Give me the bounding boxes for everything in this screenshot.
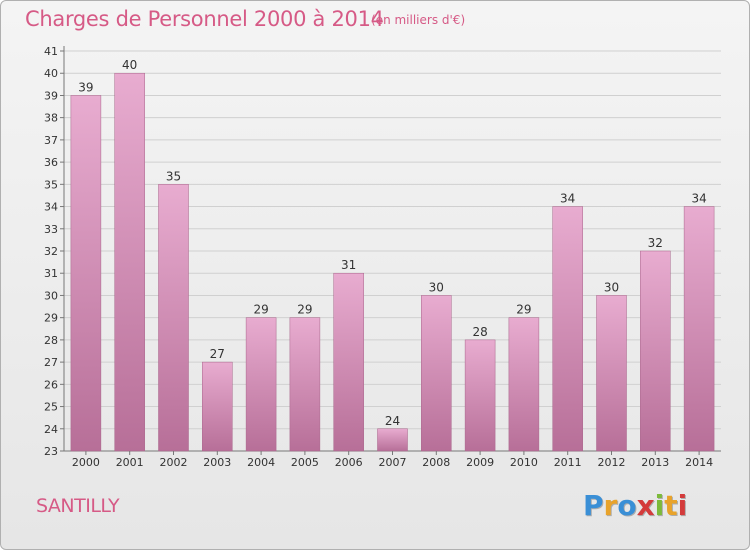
y-tick-label: 41 xyxy=(44,45,58,58)
value-labels: 39 40 35 27 29 29 31 24 30 28 29 34 30 32 34 xyxy=(78,58,706,428)
y-tick-label: 27 xyxy=(44,356,58,369)
value-label-2008: 30 xyxy=(429,280,444,294)
value-label-2009: 28 xyxy=(472,325,487,339)
value-label-2007: 24 xyxy=(385,414,400,428)
value-label-2003: 27 xyxy=(210,347,225,361)
value-label-2012: 30 xyxy=(604,280,619,294)
bar-2011 xyxy=(552,206,583,452)
bar-2012 xyxy=(596,295,627,452)
bar-2010 xyxy=(508,317,540,452)
y-tick-label: 33 xyxy=(44,223,58,236)
chart-subtitle: (en milliers d'€) xyxy=(371,13,466,27)
bar-2014 xyxy=(683,206,715,452)
y-tick-label: 26 xyxy=(44,378,58,391)
x-tick-label-2005: 2005 xyxy=(291,456,319,469)
bar-2009 xyxy=(464,339,496,452)
x-tick-label-2011: 2011 xyxy=(554,456,582,469)
y-tick-label: 37 xyxy=(44,134,58,147)
bar-2001 xyxy=(114,72,145,452)
y-tick-label: 29 xyxy=(44,312,58,325)
x-tick-label-2012: 2012 xyxy=(598,456,626,469)
x-tick-label-2014: 2014 xyxy=(685,456,713,469)
bar-2013 xyxy=(640,250,671,452)
value-label-2001: 40 xyxy=(122,58,137,72)
y-tick-label: 39 xyxy=(44,89,58,102)
bar-2003 xyxy=(202,361,233,452)
bar-2004 xyxy=(245,317,277,452)
chart-title: Charges de Personnel 2000 à 2014 xyxy=(25,7,384,31)
value-label-2000: 39 xyxy=(78,80,93,94)
value-label-2010: 29 xyxy=(516,303,531,317)
logo-letter: t xyxy=(664,489,678,522)
value-label-2014: 34 xyxy=(691,192,706,206)
logo-letter: x xyxy=(636,489,655,522)
logo-letter: i xyxy=(677,489,688,522)
x-tick-label-2003: 2003 xyxy=(203,456,231,469)
value-label-2005: 29 xyxy=(297,303,312,317)
value-label-2004: 29 xyxy=(253,303,268,317)
y-tick-label: 40 xyxy=(44,67,58,80)
x-tick-label-2004: 2004 xyxy=(247,456,275,469)
x-tick-label-2007: 2007 xyxy=(379,456,407,469)
y-tick-label: 30 xyxy=(44,289,58,302)
y-tick-label: 35 xyxy=(44,178,58,191)
y-tick-label: 34 xyxy=(44,201,58,214)
bars xyxy=(70,72,715,452)
proxiti-logo[interactable]: Proxiti xyxy=(583,489,687,522)
value-label-2011: 34 xyxy=(560,192,575,206)
bar-2008 xyxy=(421,295,452,452)
y-tick-label: 28 xyxy=(44,334,58,347)
x-tick-label-2001: 2001 xyxy=(116,456,144,469)
y-tick-label: 36 xyxy=(44,156,58,169)
bar-2007 xyxy=(377,428,408,452)
bar-2000 xyxy=(70,95,102,452)
y-tick-label: 23 xyxy=(44,445,58,458)
y-tick-label: 24 xyxy=(44,423,58,436)
x-tick-label-2008: 2008 xyxy=(422,456,450,469)
value-label-2013: 32 xyxy=(648,236,663,250)
logo-letter: r xyxy=(603,489,618,522)
bar-2002 xyxy=(158,184,189,452)
place-name: SANTILLY xyxy=(36,495,120,517)
bar-2005 xyxy=(289,317,321,452)
logo-letter: P xyxy=(583,489,604,522)
logo-letter: i xyxy=(654,489,665,522)
y-tick-label: 25 xyxy=(44,401,58,414)
logo-letter: o xyxy=(617,489,637,522)
x-tick-label-2006: 2006 xyxy=(335,456,363,469)
y-tick-label: 31 xyxy=(44,267,58,280)
x-tick-labels: 2000 2001 2002 2003 2004 2005 2006 2007 2008 2009… xyxy=(72,451,713,469)
bar-2006 xyxy=(333,272,364,452)
y-tick-label: 32 xyxy=(44,245,58,258)
y-tick-label: 38 xyxy=(44,112,58,125)
x-tick-label-2010: 2010 xyxy=(510,456,538,469)
y-tick-labels: 23 24 25 26 27 28 29 30 31 32 33 34 35 36 37 38 39 40 41 xyxy=(44,45,58,458)
x-tick-label-2013: 2013 xyxy=(641,456,669,469)
x-tick-label-2009: 2009 xyxy=(466,456,494,469)
x-tick-label-2000: 2000 xyxy=(72,456,100,469)
value-label-2002: 35 xyxy=(166,169,181,183)
x-tick-label-2002: 2002 xyxy=(160,456,188,469)
value-label-2006: 31 xyxy=(341,258,356,272)
